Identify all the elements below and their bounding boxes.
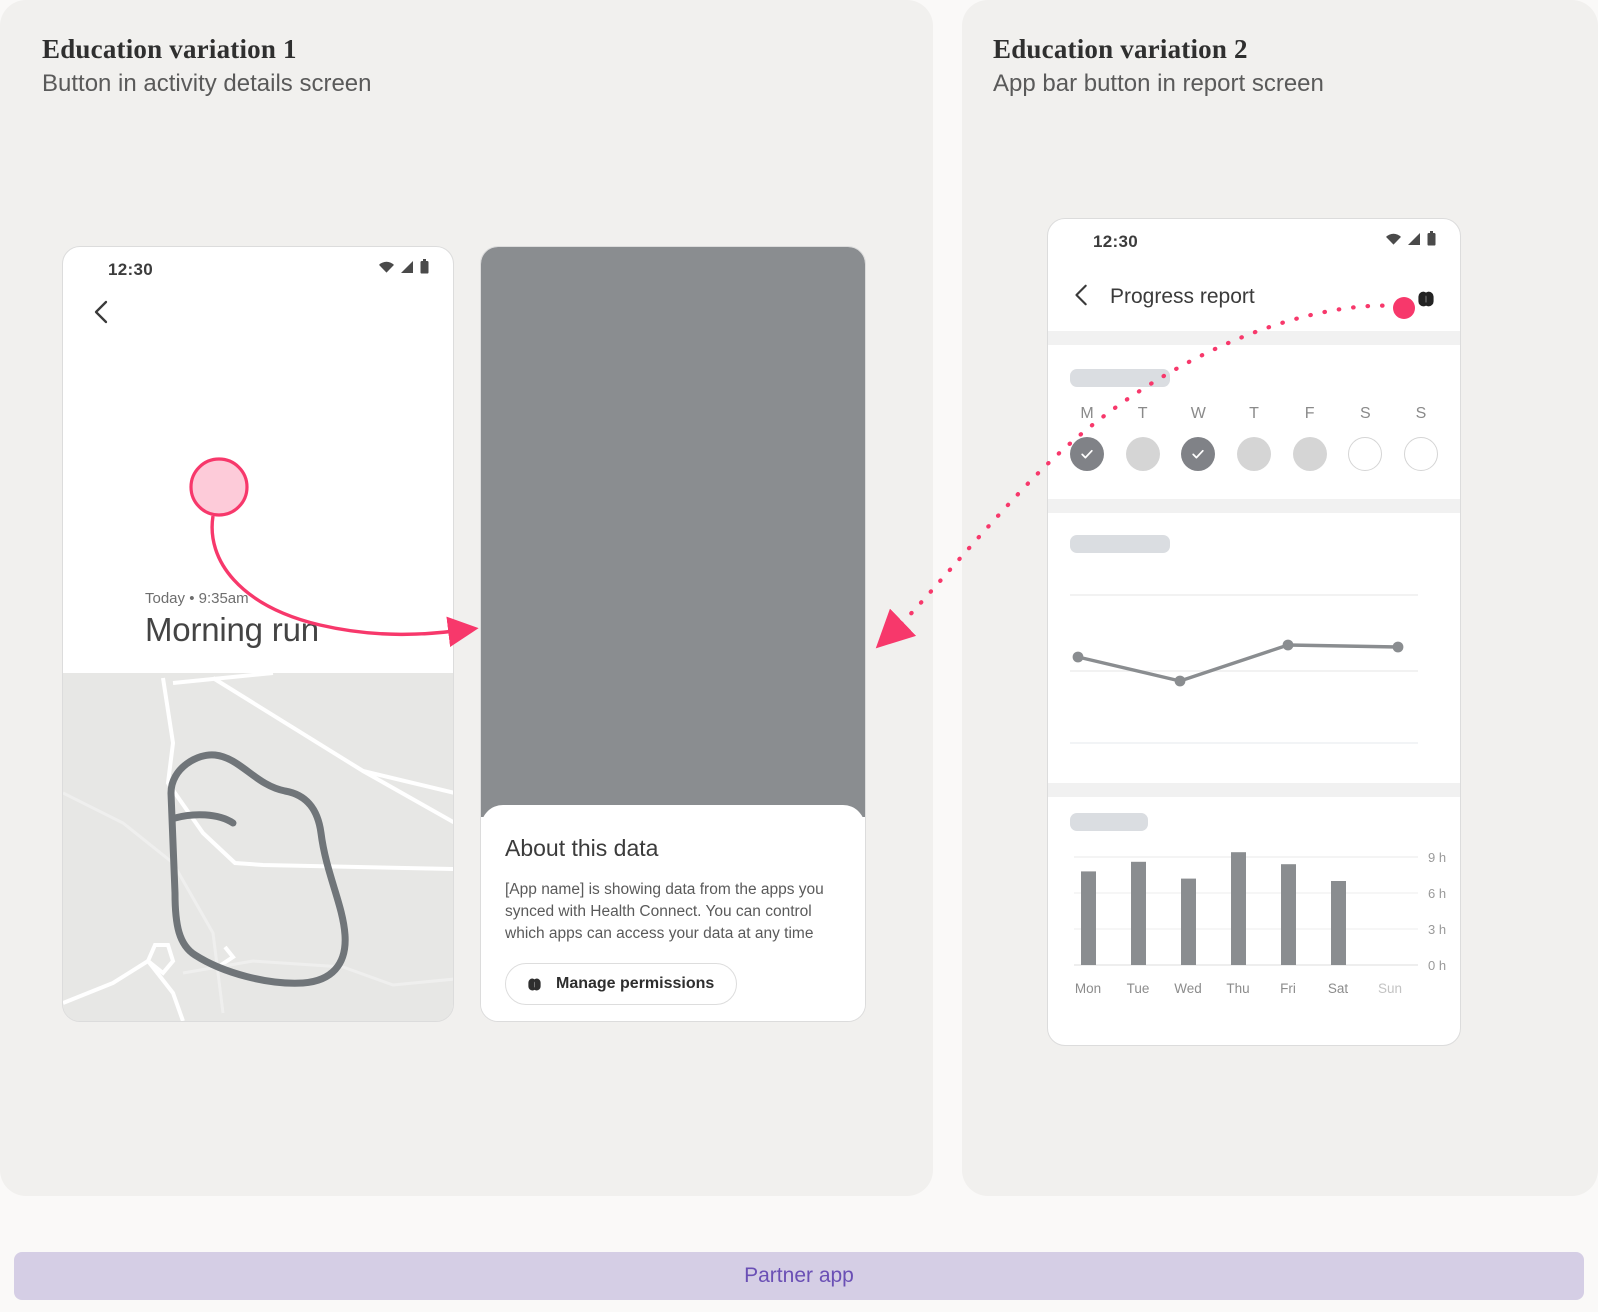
- health-connect-icon: [528, 978, 541, 990]
- x-tick-label: Mon: [1075, 981, 1101, 996]
- battery-icon: [1427, 231, 1436, 246]
- health-connect-app-bar-button[interactable]: [1410, 283, 1442, 315]
- y-tick-label: 9 h: [1428, 850, 1446, 865]
- phone-activity-details-screen: 12:30 Today • 9:35am Morning run Data ad…: [62, 246, 454, 1022]
- day-letter: W: [1190, 405, 1206, 422]
- panel-subtitle: Button in activity details screen: [42, 70, 372, 97]
- manage-permissions-button[interactable]: Manage permissions: [505, 963, 738, 1005]
- activity-route-map[interactable]: [63, 673, 453, 1021]
- day-letter: T: [1249, 405, 1259, 422]
- wifi-icon: [379, 261, 394, 273]
- bar-thu: [1231, 852, 1246, 965]
- partner-app-label: Partner app: [744, 1264, 854, 1287]
- section-divider: [1048, 331, 1460, 345]
- day-column-wed[interactable]: W: [1181, 405, 1216, 471]
- data-point: [1392, 641, 1404, 653]
- day-column-thu[interactable]: T: [1236, 405, 1271, 471]
- app-bar-title: Progress report: [1110, 285, 1255, 308]
- check-icon: [1081, 449, 1093, 459]
- placeholder-heading: [1070, 369, 1170, 387]
- signal-icon: [401, 260, 413, 273]
- y-tick-label: 0 h: [1428, 958, 1446, 973]
- day-column-mon[interactable]: M: [1070, 405, 1104, 471]
- app-bar: Progress report: [1048, 265, 1460, 331]
- manage-permissions-label: Manage permissions: [556, 975, 715, 992]
- x-tick-label: Sat: [1328, 981, 1349, 996]
- day-letter: M: [1080, 405, 1094, 422]
- data-point: [1282, 639, 1294, 651]
- day-status-dot[interactable]: [1181, 437, 1216, 471]
- day-status-dot[interactable]: [1292, 437, 1327, 471]
- x-tick-label: Tue: [1127, 981, 1150, 996]
- day-status-dot[interactable]: [1348, 437, 1383, 471]
- y-tick-label: 3 h: [1428, 922, 1446, 937]
- day-status-dot[interactable]: [1125, 437, 1160, 471]
- sheet-heading: About this data: [505, 835, 659, 861]
- sheet-body-text: [App name] is showing data from the apps…: [505, 881, 824, 942]
- line-series: [1076, 643, 1400, 683]
- wifi-icon: [1386, 233, 1401, 245]
- status-icons: [1385, 231, 1436, 246]
- modal-scrim[interactable]: [481, 247, 865, 817]
- y-tick-label: 6 h: [1428, 886, 1446, 901]
- data-point: [1174, 675, 1186, 687]
- check-icon: [1192, 449, 1204, 459]
- line-chart-section: [1048, 513, 1460, 783]
- status-clock: 12:30: [108, 260, 153, 279]
- placeholder-heading: [1070, 535, 1170, 553]
- day-status-dot[interactable]: [1236, 437, 1271, 471]
- week-day-strip: M T W T F: [1048, 405, 1460, 471]
- day-column-sun[interactable]: S: [1403, 405, 1438, 471]
- day-column-sat[interactable]: S: [1348, 405, 1383, 471]
- bar-chart[interactable]: 9 h 6 h 3 h 0 h Mon Tue Wed Thu Fri Sat …: [1048, 841, 1461, 1001]
- panel-title: Education variation 1: [42, 34, 297, 64]
- section-divider: [1048, 783, 1460, 797]
- x-tick-label: Sun: [1378, 981, 1402, 996]
- about-this-data-sheet: About this data [App name] is showing da…: [481, 805, 865, 1021]
- bar-tue: [1131, 861, 1146, 965]
- day-column-tue[interactable]: T: [1125, 405, 1160, 471]
- status-bar: 12:30: [1048, 219, 1460, 265]
- weekly-streak-section: M T W T F: [1048, 345, 1460, 499]
- bar-fri: [1281, 864, 1296, 965]
- data-point: [1072, 651, 1084, 663]
- phone-about-this-data-modal: About this data [App name] is showing da…: [480, 246, 866, 1022]
- day-column-fri[interactable]: F: [1292, 405, 1327, 471]
- day-letter: S: [1359, 405, 1371, 422]
- section-divider: [1048, 499, 1460, 513]
- line-chart[interactable]: [1048, 553, 1461, 783]
- day-status-dot[interactable]: [1403, 437, 1438, 471]
- day-status-dot[interactable]: [1070, 437, 1104, 471]
- bar-mon: [1081, 871, 1096, 965]
- bar-wed: [1181, 878, 1196, 965]
- activity-title: Morning run: [145, 611, 319, 648]
- bar-sat: [1331, 881, 1346, 965]
- bar-chart-section: 9 h 6 h 3 h 0 h Mon Tue Wed Thu Fri Sat …: [1048, 797, 1460, 999]
- placeholder-heading: [1070, 813, 1148, 831]
- day-letter: S: [1415, 405, 1427, 422]
- day-letter: T: [1137, 405, 1148, 422]
- phone-progress-report-screen: 12:30 Progress report: [1047, 218, 1461, 1046]
- x-tick-label: Thu: [1226, 981, 1249, 996]
- day-letter: F: [1304, 405, 1315, 422]
- status-clock: 12:30: [1093, 232, 1138, 251]
- panel-title: Education variation 2: [993, 34, 1248, 64]
- activity-meta: Today • 9:35am: [145, 590, 249, 607]
- signal-icon: [1408, 232, 1420, 245]
- x-tick-label: Fri: [1280, 981, 1296, 996]
- panel-subtitle: App bar button in report screen: [993, 70, 1324, 97]
- back-chevron-icon[interactable]: [1070, 283, 1094, 307]
- health-connect-icon: [1418, 291, 1434, 307]
- partner-app-banner: Partner app: [14, 1252, 1584, 1300]
- battery-icon: [420, 259, 429, 274]
- back-chevron-icon[interactable]: [89, 299, 115, 325]
- x-tick-label: Wed: [1174, 981, 1202, 996]
- status-bar: 12:30: [63, 247, 453, 293]
- status-icons: [378, 259, 429, 274]
